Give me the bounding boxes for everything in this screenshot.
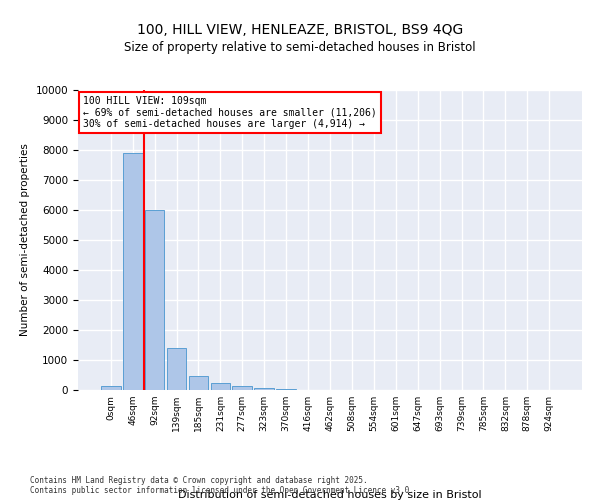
- Text: 100 HILL VIEW: 109sqm
← 69% of semi-detached houses are smaller (11,206)
30% of : 100 HILL VIEW: 109sqm ← 69% of semi-deta…: [83, 96, 377, 129]
- Bar: [101, 386, 121, 390]
- Text: Contains HM Land Registry data © Crown copyright and database right 2025.
Contai: Contains HM Land Registry data © Crown c…: [30, 476, 414, 495]
- Bar: [211, 384, 230, 390]
- Y-axis label: Number of semi-detached properties: Number of semi-detached properties: [20, 144, 30, 336]
- Bar: [276, 389, 296, 390]
- Bar: [167, 348, 187, 390]
- Bar: [123, 153, 143, 390]
- Bar: [188, 376, 208, 390]
- Text: Size of property relative to semi-detached houses in Bristol: Size of property relative to semi-detach…: [124, 41, 476, 54]
- X-axis label: Distribution of semi-detached houses by size in Bristol: Distribution of semi-detached houses by …: [178, 490, 482, 500]
- Bar: [232, 386, 252, 390]
- Bar: [254, 388, 274, 390]
- Bar: [145, 210, 164, 390]
- Text: 100, HILL VIEW, HENLEAZE, BRISTOL, BS9 4QG: 100, HILL VIEW, HENLEAZE, BRISTOL, BS9 4…: [137, 22, 463, 36]
